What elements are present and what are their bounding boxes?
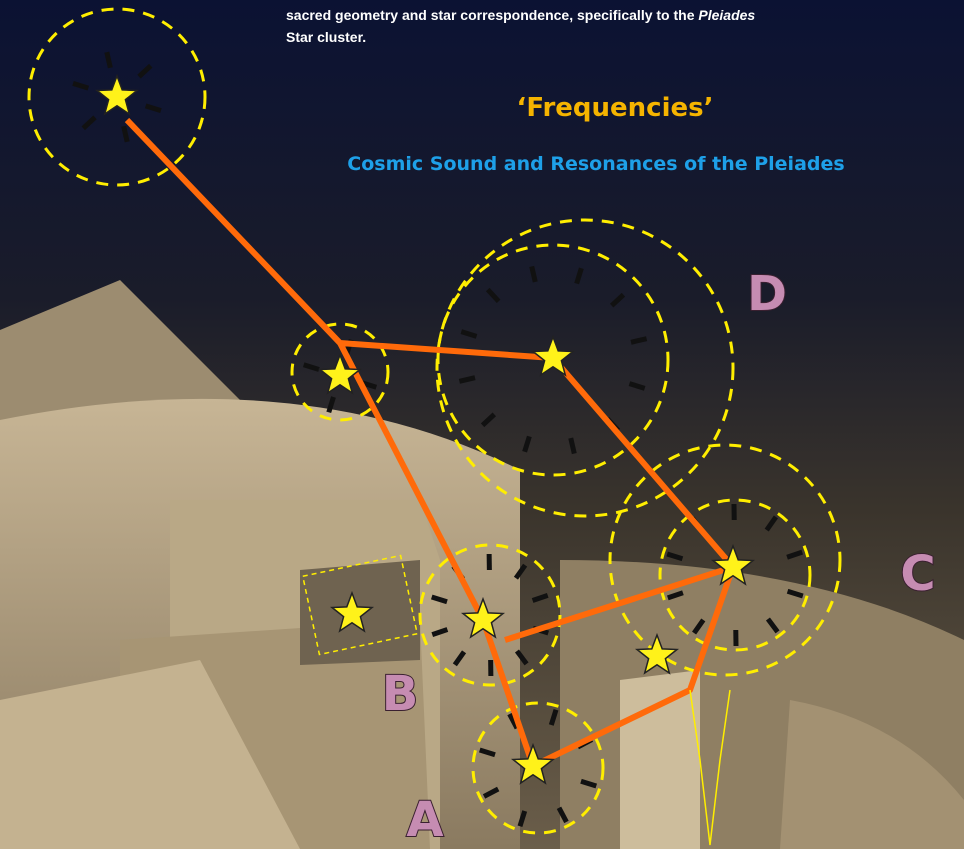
tick xyxy=(571,438,575,454)
label: B xyxy=(382,666,419,722)
title: ‘Frequencies’ xyxy=(516,93,713,123)
tick xyxy=(107,52,111,68)
tick xyxy=(459,378,475,382)
intro-text: sacred geometry and star correspondence,… xyxy=(286,7,698,23)
tick xyxy=(631,339,647,343)
intro-line: sacred geometry and star correspondence,… xyxy=(286,7,755,23)
label: D xyxy=(747,266,787,322)
intro-line: Star cluster. xyxy=(286,29,366,45)
page: sacred geometry and star correspondence,… xyxy=(0,0,964,849)
intro-italic: Pleiades xyxy=(698,7,755,23)
tick xyxy=(124,126,128,142)
tick xyxy=(532,266,536,282)
scene: sacred geometry and star correspondence,… xyxy=(0,0,964,849)
label: C xyxy=(900,546,935,602)
label: A xyxy=(406,792,443,848)
subtitle: Cosmic Sound and Resonances of the Pleia… xyxy=(347,153,844,175)
